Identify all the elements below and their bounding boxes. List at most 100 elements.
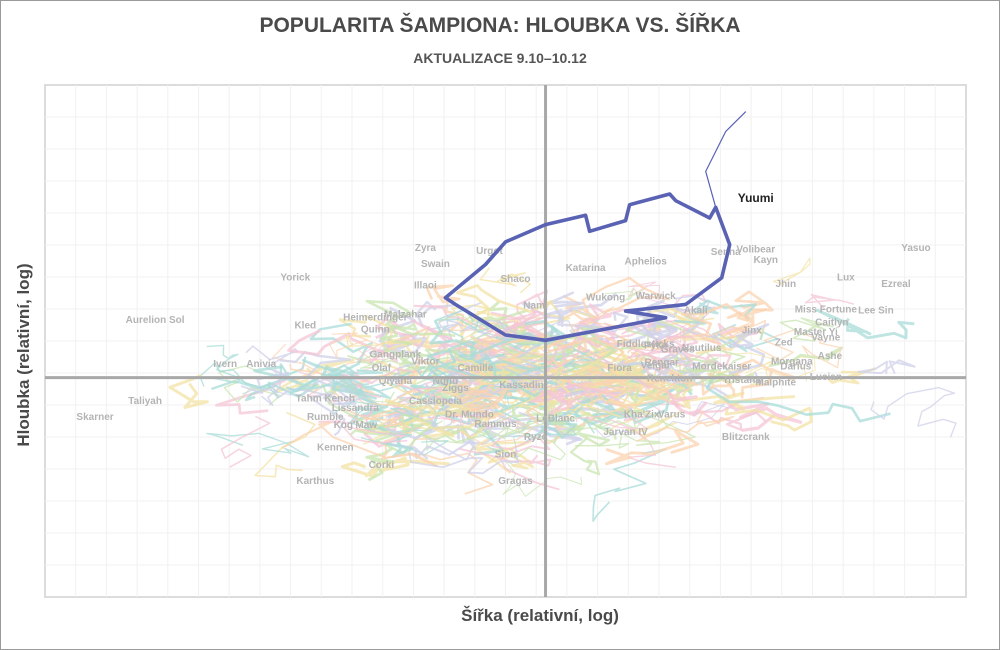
trajectory	[616, 358, 681, 383]
trajectory	[695, 357, 720, 382]
champion-label: Cassiopeia	[409, 396, 462, 407]
champion-label: Tristana	[723, 375, 762, 386]
trajectory	[705, 377, 891, 423]
champion-label: Zyra	[415, 243, 437, 254]
champion-label: Fiora	[607, 363, 632, 374]
trajectory	[804, 293, 855, 310]
champion-label: Kassadin	[499, 380, 543, 391]
trajectory	[522, 412, 611, 447]
champion-label: LeBlanc	[536, 413, 575, 424]
trajectory	[461, 417, 534, 445]
trajectory	[469, 335, 580, 353]
champion-label: Morgana	[771, 356, 813, 367]
y-axis-label: Hloubka (relativní, log)	[14, 263, 33, 447]
champion-label: Olaf	[372, 363, 392, 374]
trajectory	[206, 344, 279, 399]
trajectory	[663, 357, 702, 376]
trajectory	[431, 371, 508, 410]
champion-label: Caitlyn	[815, 318, 848, 329]
champion-label: Kha'Zix	[624, 409, 660, 420]
trajectory	[491, 434, 560, 491]
champion-label: Veigar	[641, 360, 671, 371]
champion-label: Sion	[495, 449, 517, 460]
champion-label: Renekton	[647, 374, 693, 385]
champion-label: Ryze	[524, 432, 548, 443]
champion-label: Malzahar	[384, 310, 427, 321]
champion-label: Quinn	[361, 324, 390, 335]
trajectory	[654, 303, 768, 346]
trajectory	[756, 329, 843, 369]
trajectory	[301, 359, 384, 375]
champion-label: Viktor	[411, 356, 439, 367]
trajectory	[579, 358, 663, 388]
champion-label: Rammus	[474, 419, 517, 430]
trajectory	[857, 359, 916, 375]
trajectory	[545, 308, 629, 333]
champion-label: Vayne	[811, 332, 840, 343]
highlight-series-line	[443, 192, 732, 343]
champion-label: Gragas	[498, 476, 533, 487]
trajectory	[646, 305, 715, 334]
champion-label: Ezreal	[881, 279, 911, 290]
champion-label: Qiyana	[379, 376, 413, 387]
trajectory	[479, 267, 531, 294]
champion-label: Pyke	[644, 340, 668, 351]
champion-label: Zed	[775, 338, 793, 349]
trajectory	[365, 299, 456, 346]
trajectory	[402, 411, 495, 438]
champion-label: Nunu	[433, 376, 459, 387]
champion-label: Tahm Kench	[296, 394, 355, 405]
champion-label: Heimerdinger	[343, 312, 408, 323]
trajectory	[667, 390, 708, 417]
trajectory	[376, 356, 553, 399]
trajectory	[345, 333, 409, 353]
champion-label: Kayn	[754, 255, 778, 266]
trajectory	[452, 382, 501, 404]
champion-label: Urgot	[476, 246, 503, 257]
trajectory	[299, 365, 354, 403]
trajectory	[338, 314, 414, 356]
champion-label: Swain	[421, 259, 450, 270]
champion-label: Kennen	[317, 443, 354, 454]
highlight-tail-line	[705, 111, 747, 208]
trajectory	[459, 412, 510, 440]
trajectory	[580, 325, 615, 358]
champion-label: Nautilus	[682, 343, 722, 354]
trajectory	[569, 391, 644, 434]
trajectory	[581, 276, 671, 313]
champion-label: Volibear	[736, 245, 775, 256]
champion-label: Corki	[369, 460, 395, 471]
champion-label: Camille	[458, 363, 494, 374]
trajectory	[435, 308, 491, 333]
x-axis-label: Šířka (relativní, log)	[461, 606, 619, 625]
champion-label: Karthus	[296, 476, 334, 487]
trajectory	[772, 257, 811, 286]
trajectory	[281, 421, 439, 468]
trajectory	[384, 398, 470, 418]
trajectory	[569, 437, 601, 476]
champion-label: Kled	[294, 320, 316, 331]
champion-label: Kog'Maw	[334, 420, 378, 431]
trajectory	[605, 429, 700, 466]
champion-label: Lux	[837, 272, 855, 283]
champion-label: Anivia	[246, 359, 276, 370]
champion-label: Blitzcrank	[722, 432, 770, 443]
trajectory	[458, 447, 552, 467]
champion-label: Gangplank	[370, 350, 422, 361]
champion-label: Shaco	[501, 274, 531, 285]
trajectory	[470, 320, 567, 357]
trajectory	[722, 398, 803, 432]
trajectory	[199, 362, 279, 394]
trajectory	[438, 313, 491, 357]
trajectory	[629, 303, 678, 342]
champion-label: Yorick	[280, 272, 310, 283]
champion-label: Jinx	[742, 326, 762, 337]
champion-label: Lucian	[810, 372, 842, 383]
trajectory	[206, 432, 310, 458]
champion-label: Ziggs	[442, 383, 469, 394]
highlight-series: Yuumi	[443, 111, 774, 343]
trajectory	[530, 389, 590, 406]
trajectory	[279, 350, 352, 390]
chart-title: POPULARITA ŠAMPIONA: HLOUBKA VS. ŠÍŘKA	[259, 14, 741, 37]
champion-label: Jhin	[776, 279, 797, 290]
